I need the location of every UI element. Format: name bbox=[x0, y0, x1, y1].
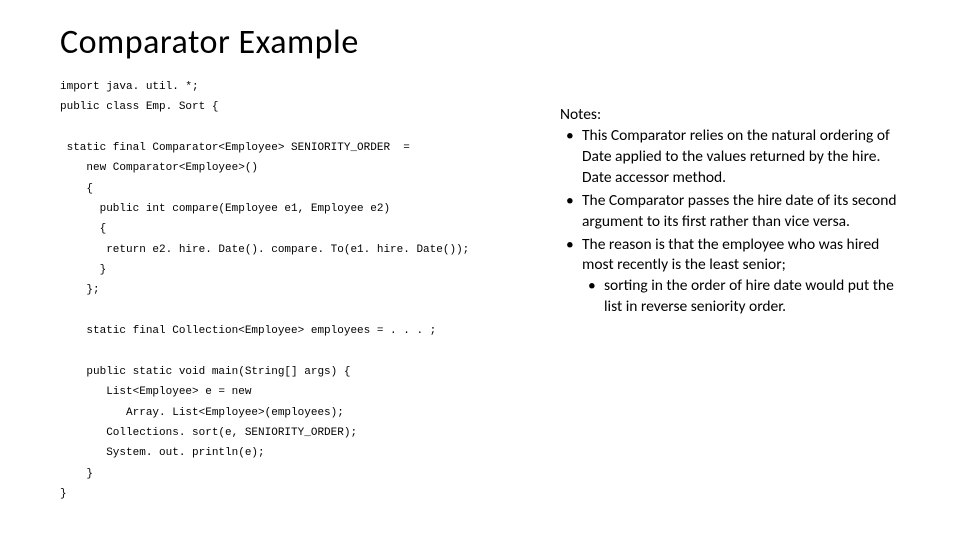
notes-block: Notes: This Comparator relies on the nat… bbox=[560, 77, 910, 504]
notes-item: The reason is that the employee who was … bbox=[560, 235, 910, 319]
code-line: public static void main(String[] args) { bbox=[60, 366, 350, 378]
code-line: static final Collection<Employee> employ… bbox=[60, 325, 436, 337]
code-line: new Comparator<Employee>() bbox=[60, 162, 258, 174]
notes-item: This Comparator relies on the natural or… bbox=[560, 126, 910, 189]
code-line: } bbox=[60, 488, 67, 500]
notes-item-text: The Comparator passes the hire date of i… bbox=[582, 191, 896, 231]
code-line: public int compare(Employee e1, Employee… bbox=[60, 203, 390, 215]
code-line: { bbox=[60, 183, 93, 195]
code-line: { bbox=[60, 223, 106, 235]
notes-item-text: This Comparator relies on the natural or… bbox=[582, 126, 890, 187]
notes-item-text: The reason is that the employee who was … bbox=[582, 235, 879, 275]
notes-heading: Notes: bbox=[560, 105, 910, 126]
content-columns: import java. util. *; public class Emp. … bbox=[60, 77, 910, 504]
notes-subitem: sorting in the order of hire date would … bbox=[582, 276, 910, 318]
code-line: List<Employee> e = new bbox=[60, 386, 251, 398]
notes-list: This Comparator relies on the natural or… bbox=[560, 126, 910, 318]
code-line: } bbox=[60, 468, 93, 480]
notes-item: The Comparator passes the hire date of i… bbox=[560, 191, 910, 233]
code-line: }; bbox=[60, 284, 100, 296]
notes-sublist: sorting in the order of hire date would … bbox=[582, 276, 910, 318]
code-line: System. out. println(e); bbox=[60, 447, 265, 459]
code-line: return e2. hire. Date(). compare. To(e1.… bbox=[60, 244, 469, 256]
page-title: Comparator Example bbox=[60, 22, 910, 63]
code-line: } bbox=[60, 264, 106, 276]
code-block: import java. util. *; public class Emp. … bbox=[60, 77, 530, 504]
code-line: import java. util. *; bbox=[60, 81, 199, 93]
notes-subitem-text: sorting in the order of hire date would … bbox=[604, 276, 894, 316]
code-line: Collections. sort(e, SENIORITY_ORDER); bbox=[60, 427, 357, 439]
code-line: public class Emp. Sort { bbox=[60, 101, 218, 113]
code-line: Array. List<Employee>(employees); bbox=[60, 407, 344, 419]
code-line: static final Comparator<Employee> SENIOR… bbox=[60, 142, 410, 154]
